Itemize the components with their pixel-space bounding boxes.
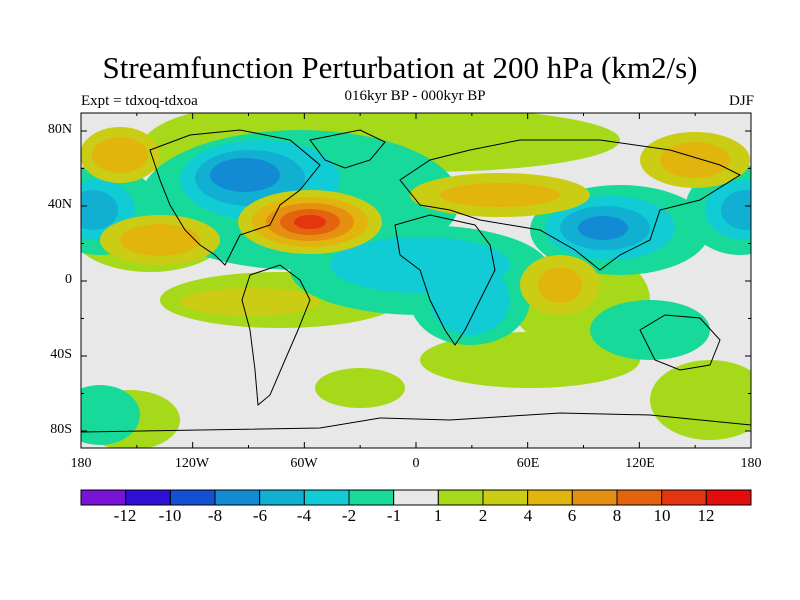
contour-band (420, 332, 640, 388)
lon-label-60w: 60W (290, 456, 318, 471)
contour-band (590, 300, 710, 360)
season-label: DJF (728, 93, 754, 109)
coastline-north-america (149, 129, 321, 266)
coastline-australia (639, 314, 721, 371)
map-subtitle: 016kyr BP - 000kyr BP (344, 88, 486, 104)
contour-band (650, 360, 751, 440)
contour-band (430, 265, 510, 335)
colorbar-swatch (705, 489, 752, 506)
colorbar-label: 10 (653, 506, 671, 525)
lon-label-180e: 180 (740, 456, 762, 471)
colorbar-label: -4 (296, 506, 312, 525)
colorbar-swatch (661, 489, 707, 506)
colorbar-swatch (616, 489, 663, 506)
colorbar-swatch (527, 489, 573, 506)
colorbar-label: -6 (252, 506, 268, 525)
colorbar-swatch (169, 489, 216, 506)
colorbar-label: -8 (207, 506, 223, 525)
colorbar-label: -10 (158, 506, 182, 525)
lon-label-180w: 180 (70, 456, 92, 471)
contour-band (294, 215, 326, 229)
contour-band (92, 137, 148, 173)
colorbar-label: 2 (478, 506, 488, 525)
colorbar-label: -2 (341, 506, 357, 525)
coastline-eurasia (399, 139, 742, 271)
coastline-antarctica (81, 412, 751, 433)
experiment-label: Expt = tdxoq-tdxoa (81, 93, 198, 109)
colorbar-swatch (303, 489, 350, 506)
contour-band (538, 267, 582, 303)
lon-label-0: 0 (412, 456, 420, 471)
colorbar-swatch (437, 489, 484, 506)
contour-band (440, 183, 560, 207)
coastline-africa (394, 214, 496, 346)
colorbar-swatch (571, 489, 618, 506)
contour-band (210, 158, 280, 192)
colorbar-label: 4 (523, 506, 533, 525)
contour-field (81, 113, 751, 448)
contour-band (81, 190, 118, 230)
colorbar-label: -1 (386, 506, 402, 525)
colorbar-swatch (214, 489, 261, 506)
colorbar-label: 12 (697, 506, 715, 525)
coastline-greenland (309, 129, 386, 169)
colorbar-swatch (125, 489, 171, 506)
lat-label-80n: 80N (47, 122, 72, 137)
colorbar-label: 1 (433, 506, 443, 525)
lat-label-80s: 80S (50, 422, 72, 437)
axis-ticks (80, 113, 752, 448)
lon-label-120e: 120E (625, 456, 655, 471)
lon-label-60e: 60E (516, 456, 540, 471)
contour-band (660, 142, 730, 178)
colorbar-swatch (80, 489, 127, 506)
colorbar-swatch (259, 489, 305, 506)
colorbar-swatch (482, 489, 529, 506)
colorbar-label: -12 (113, 506, 137, 525)
map-title: Streamfunction Perturbation at 200 hPa (… (102, 50, 698, 85)
coastline-south-america (241, 264, 311, 406)
lon-label-120w: 120W (174, 456, 210, 471)
colorbar-label: 8 (612, 506, 622, 525)
contour-band (578, 216, 628, 240)
contour-band (120, 224, 200, 256)
contour-band (180, 288, 320, 316)
coastlines (81, 129, 751, 433)
contour-band (315, 368, 405, 408)
colorbar-swatch (393, 489, 439, 506)
contour-band (81, 385, 140, 445)
contour-band (721, 190, 751, 230)
lat-label-40s: 40S (50, 347, 72, 362)
colorbar (80, 489, 752, 506)
colorbar-label: 6 (567, 506, 577, 525)
lat-label-0: 0 (65, 272, 72, 287)
colorbar-swatch (348, 489, 395, 506)
lat-label-40n: 40N (47, 197, 72, 212)
